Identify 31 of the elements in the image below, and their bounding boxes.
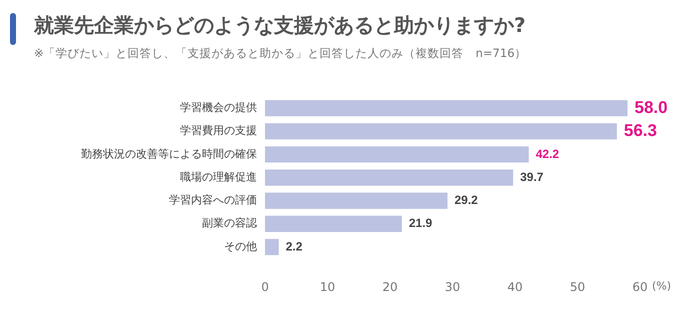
chart-subtitle: ※「学びたい」と回答し、「支援があると助かる」と回答した人のみ（複数回答 n=716）	[34, 46, 527, 61]
y-tick-label: 勤務状況の改善等による時間の確保	[81, 147, 257, 160]
data-label: 2.2	[286, 239, 303, 254]
bar	[265, 192, 448, 209]
bar	[265, 238, 279, 256]
x-tick-label: 40	[507, 280, 523, 294]
data-label: 29.2	[454, 193, 478, 208]
y-tick-label: 学習費用の支援	[180, 124, 257, 138]
x-tick-label: 10	[320, 280, 336, 294]
data-label: 39.7	[520, 170, 544, 184]
x-tick-label: 60	[632, 280, 648, 294]
chart-title: 就業先企業からどのような支援があると助かりますか?	[34, 12, 526, 39]
y-tick-label: 職場の理解促進	[180, 170, 257, 184]
bar	[265, 170, 514, 186]
y-tick-label: 学習内容への評価	[169, 194, 257, 207]
x-tick-label: 0	[261, 280, 269, 294]
data-label: 42.2	[536, 146, 560, 161]
x-tick-label: 50	[570, 280, 586, 294]
y-tick-label: その他	[224, 240, 257, 253]
bar	[265, 123, 617, 140]
data-label: 58.0	[634, 98, 668, 117]
x-tick-label: 20	[382, 280, 398, 294]
bar	[265, 216, 402, 232]
data-label: 21.9	[408, 216, 433, 230]
data-label: 56.3	[624, 121, 657, 140]
bar	[265, 146, 529, 163]
x-axis-title: (%)	[652, 279, 672, 292]
y-tick-label: 学習機会の提供	[180, 101, 257, 114]
y-tick-label: 副業の容認	[202, 216, 257, 230]
x-tick-label: 30	[444, 280, 460, 294]
bar	[265, 100, 628, 116]
